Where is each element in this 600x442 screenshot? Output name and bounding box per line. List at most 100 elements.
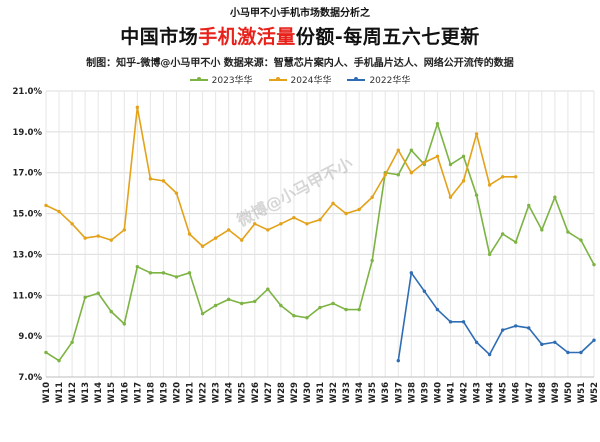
data-point — [409, 271, 414, 275]
data-point — [331, 301, 335, 306]
y-tick-label: 15.0% — [13, 210, 43, 220]
x-tick-label: W30 — [303, 382, 313, 403]
data-point — [266, 287, 270, 291]
x-tick-label: W46 — [512, 382, 522, 403]
data-point — [500, 232, 505, 236]
x-tick-label: W32 — [329, 382, 339, 403]
data-point — [514, 240, 518, 244]
data-point — [474, 193, 479, 197]
y-tick-label: 11.0% — [13, 291, 43, 301]
data-point — [592, 262, 596, 267]
x-tick-label: W38 — [407, 382, 417, 403]
y-tick-label: 13.0% — [13, 250, 43, 260]
data-point — [240, 238, 244, 242]
x-tick-label: W51 — [577, 382, 587, 403]
data-point — [331, 201, 335, 206]
data-point — [174, 191, 179, 195]
data-point — [435, 307, 440, 312]
data-point — [253, 222, 257, 226]
x-tick-label: W17 — [133, 382, 143, 403]
series-0 — [44, 121, 596, 363]
data-point — [266, 228, 270, 232]
data-point — [226, 297, 231, 302]
data-point — [305, 316, 309, 320]
data-point — [448, 320, 453, 324]
x-tick-label: W15 — [107, 382, 117, 403]
legend-label-2022: 2022华华 — [369, 76, 411, 86]
data-point — [318, 305, 322, 310]
data-point — [487, 252, 492, 257]
data-point — [566, 350, 570, 355]
data-point — [83, 236, 87, 240]
data-point — [279, 303, 283, 308]
data-point — [409, 148, 414, 152]
x-tick-label: W47 — [525, 382, 535, 403]
data-point — [187, 271, 192, 275]
x-tick-label: W52 — [590, 382, 600, 403]
legend-item-2024: 2024华华 — [268, 73, 332, 86]
data-point — [174, 275, 179, 279]
data-point — [135, 105, 140, 110]
title-highlight: 手机激活量 — [198, 26, 296, 48]
chart-legend: 2023华华 2024华华 2022华华 — [0, 73, 600, 86]
x-tick-label: W48 — [538, 382, 548, 403]
x-tick-label: W16 — [120, 382, 130, 403]
data-point — [200, 311, 205, 316]
legend-label-2023: 2023华华 — [211, 76, 253, 86]
data-point — [148, 271, 153, 275]
x-tick-label: W10 — [42, 382, 52, 403]
legend-item-2023: 2023华华 — [189, 73, 253, 86]
data-point — [213, 303, 218, 308]
data-point — [161, 271, 166, 275]
x-tick-label: W50 — [564, 382, 574, 403]
data-point — [474, 132, 479, 136]
data-point — [57, 209, 61, 214]
data-point — [396, 173, 400, 177]
data-point — [96, 234, 100, 238]
legend-label-2024: 2024华华 — [290, 76, 332, 86]
data-point — [500, 328, 505, 332]
data-point — [422, 289, 427, 293]
title-prefix: 中国市场 — [120, 26, 199, 48]
chart-title: 中国市场手机激活量份额-每周五六七更新 — [0, 22, 600, 49]
data-point — [435, 154, 440, 159]
x-tick-label: W27 — [264, 382, 274, 403]
x-tick-label: W40 — [433, 382, 443, 403]
data-point — [474, 340, 479, 344]
data-point — [461, 320, 466, 324]
data-point — [148, 177, 153, 181]
data-point — [514, 324, 518, 328]
x-axis-ticks: W10 W11 W12 W13 W14 W15 W16 W17 W18 W19 W20 W21 W22 W… — [42, 382, 600, 403]
x-tick-label: W31 — [316, 382, 326, 403]
x-tick-label: W28 — [277, 382, 287, 403]
data-point — [461, 154, 466, 159]
data-point — [579, 350, 583, 355]
x-tick-label: W39 — [420, 382, 430, 403]
data-point — [292, 314, 296, 318]
legend-item-2022: 2022华华 — [347, 73, 410, 86]
data-point — [396, 358, 400, 363]
y-tick-label: 7.0% — [18, 373, 42, 383]
data-point — [448, 195, 453, 199]
y-tick-label: 17.0% — [13, 169, 43, 179]
data-point — [540, 342, 544, 347]
data-point — [44, 350, 48, 355]
x-tick-label: W44 — [486, 382, 496, 403]
data-point — [135, 264, 140, 269]
data-point — [240, 301, 244, 306]
data-point — [461, 179, 466, 183]
data-point — [448, 162, 453, 167]
data-point — [226, 228, 231, 232]
x-tick-label: W41 — [446, 382, 456, 403]
x-tick-label: W18 — [146, 382, 156, 403]
series-group — [44, 105, 596, 363]
data-point — [161, 179, 166, 183]
x-tick-label: W12 — [68, 382, 78, 403]
data-point — [370, 195, 374, 199]
data-point — [200, 244, 205, 248]
data-point — [527, 326, 531, 330]
data-point — [70, 222, 74, 226]
data-point — [253, 299, 257, 304]
data-point — [592, 338, 596, 342]
